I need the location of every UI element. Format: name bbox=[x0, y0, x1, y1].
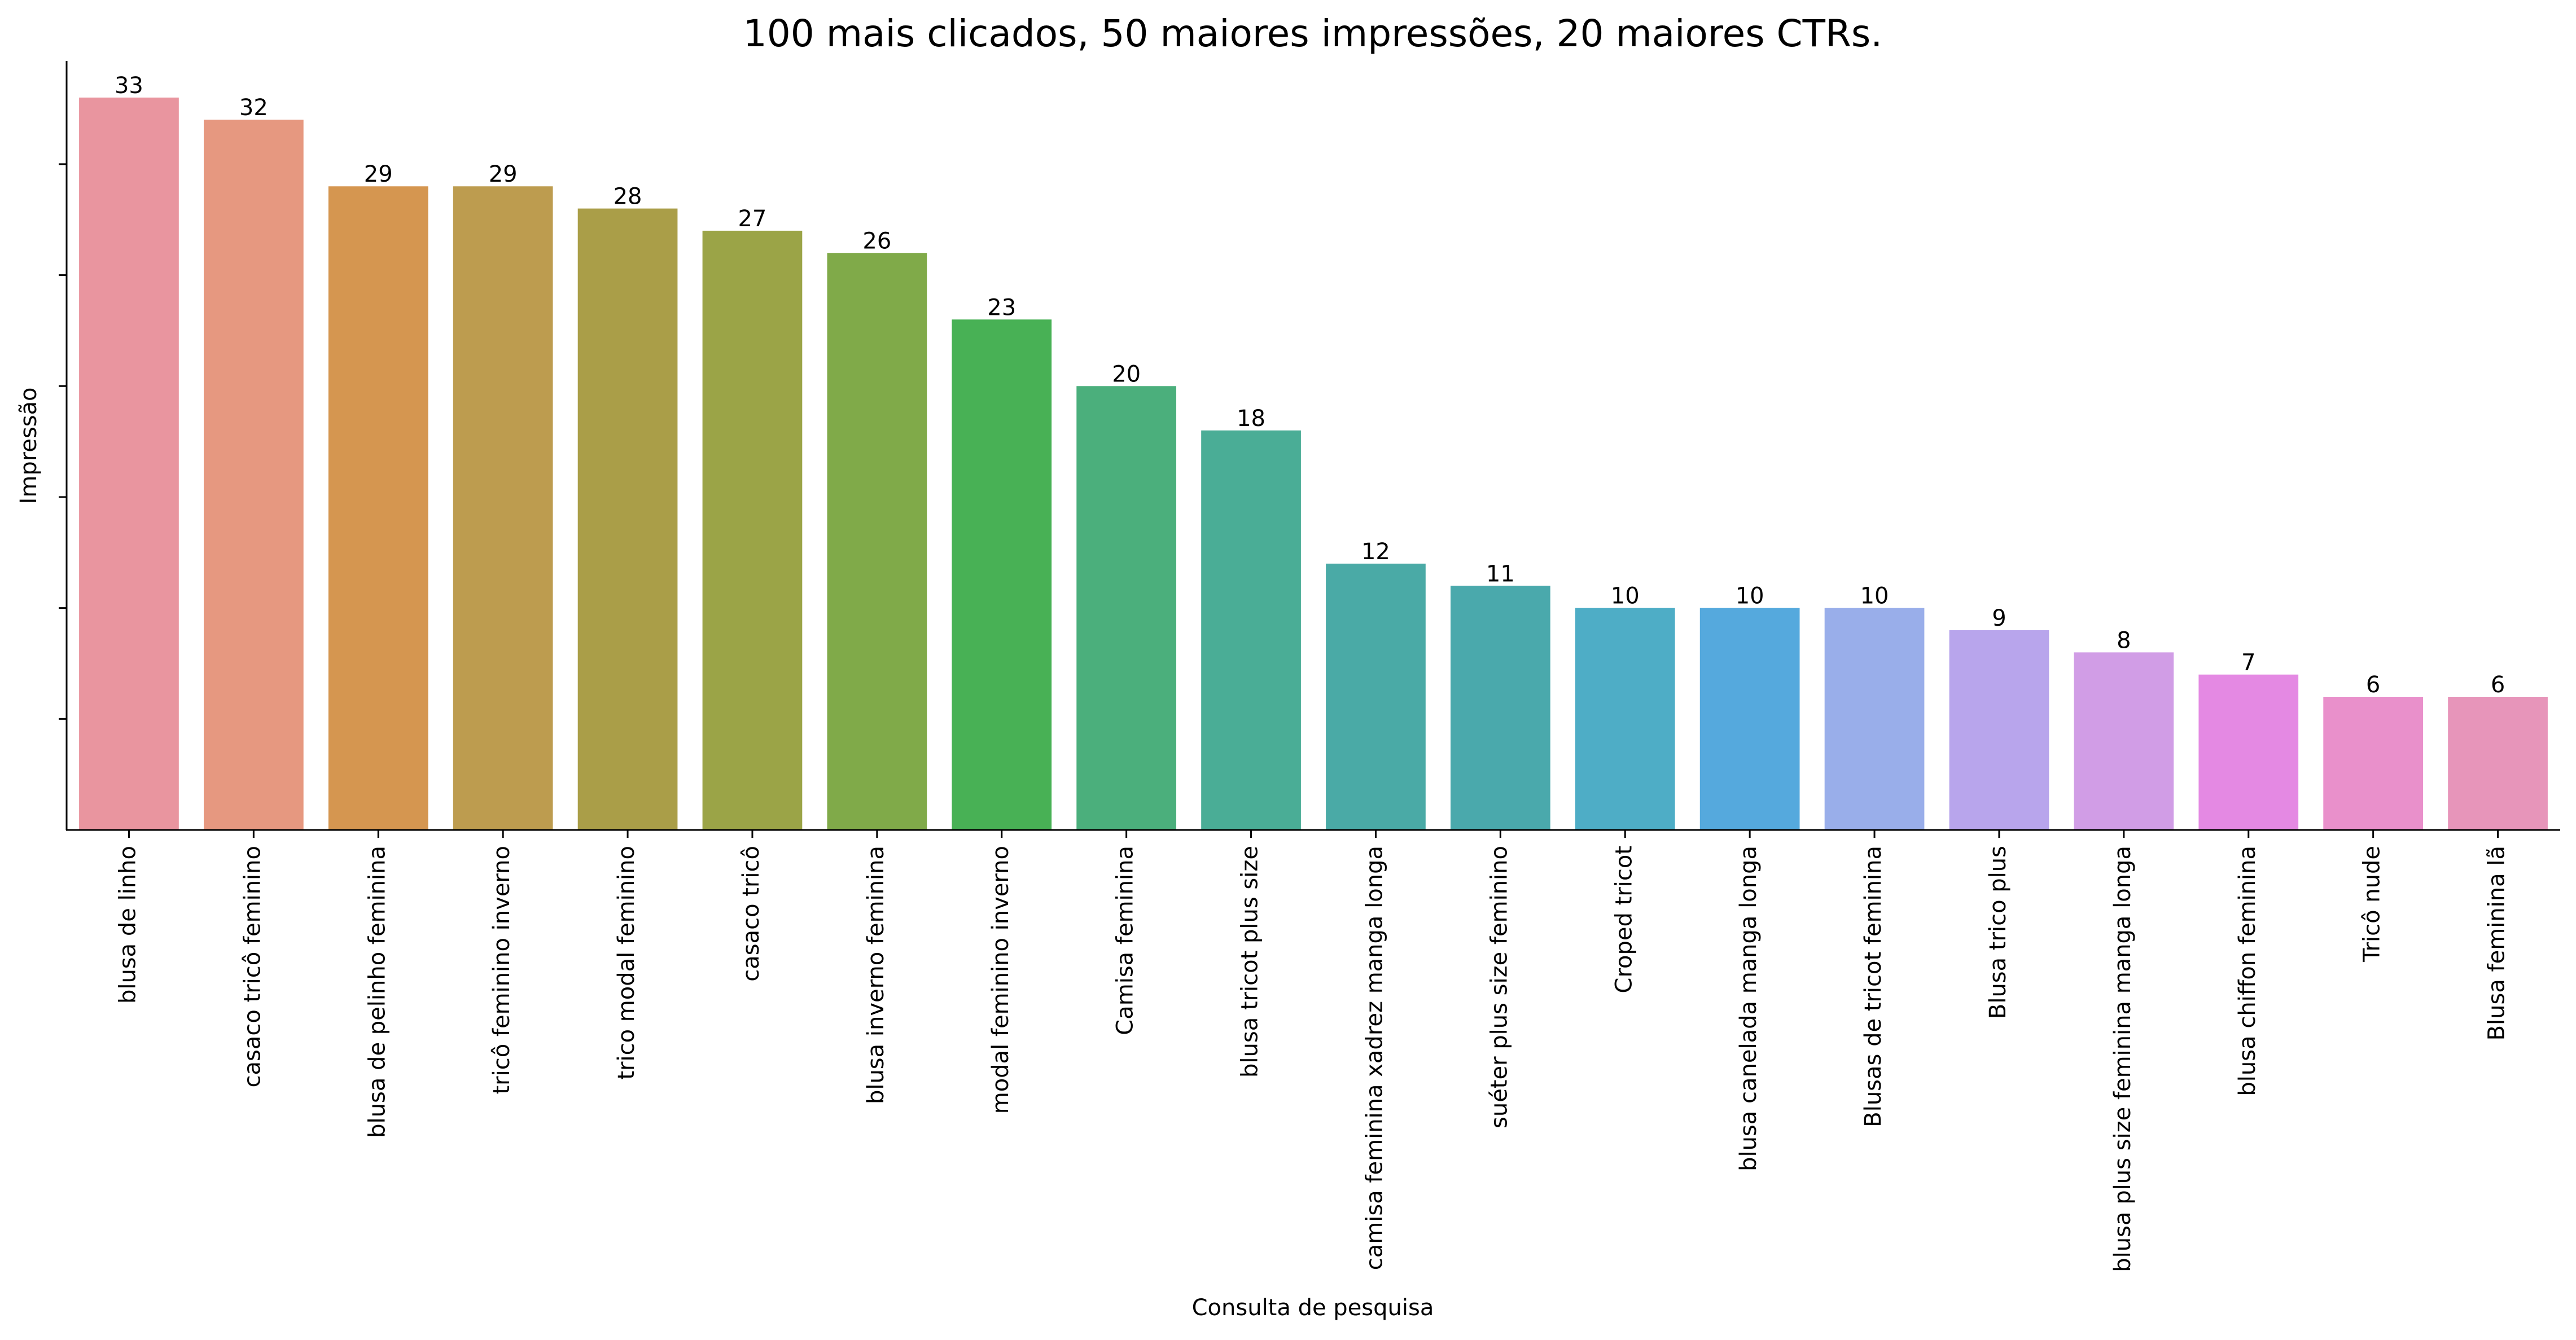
x-tick-label: modal feminino inverno bbox=[988, 846, 1014, 1114]
bars-group bbox=[79, 97, 2548, 831]
bar-value-label: 33 bbox=[115, 73, 143, 99]
bar bbox=[1949, 630, 2049, 830]
bar-value-label: 10 bbox=[1736, 583, 1764, 609]
x-tick-label: Camisa feminina bbox=[1112, 846, 1138, 1035]
bar-value-label: 8 bbox=[2117, 627, 2131, 653]
x-tick-label: casaco tricô feminino bbox=[239, 846, 265, 1088]
x-tick-label: casaco tricô bbox=[738, 846, 764, 982]
bar bbox=[952, 319, 1052, 830]
x-tick-label: Blusa feminina lã bbox=[2484, 846, 2510, 1040]
y-axis-label: Impressão bbox=[16, 388, 42, 504]
bar-value-label: 10 bbox=[1860, 583, 1889, 609]
x-tick-label: blusa de linho bbox=[115, 846, 141, 1004]
bar-value-label: 29 bbox=[489, 161, 518, 187]
bar-value-label: 32 bbox=[239, 95, 268, 121]
chart-title: 100 mais clicados, 50 maiores impressões… bbox=[743, 12, 1882, 55]
bar bbox=[79, 97, 179, 830]
bar bbox=[2074, 652, 2174, 830]
bar-value-label: 7 bbox=[2241, 650, 2255, 676]
bar bbox=[702, 230, 803, 830]
x-tick-label: blusa inverno feminina bbox=[863, 846, 889, 1104]
bar-value-label: 23 bbox=[987, 295, 1016, 320]
bar-value-label: 18 bbox=[1237, 406, 1265, 432]
bar-value-label: 11 bbox=[1486, 561, 1515, 587]
bar bbox=[577, 208, 678, 831]
x-axis-ticks: blusa de linho casaco tricô feminino blusa… bbox=[115, 830, 2510, 1272]
bar bbox=[453, 186, 553, 830]
x-tick-label: Tricô nude bbox=[2359, 846, 2385, 963]
bar bbox=[2448, 696, 2548, 830]
bar bbox=[1076, 386, 1177, 830]
bar-value-label: 6 bbox=[2491, 672, 2505, 698]
bar-value-label: 27 bbox=[738, 206, 766, 232]
bar-value-label: 12 bbox=[1361, 539, 1390, 565]
x-tick-label: Blusas de tricot feminina bbox=[1860, 846, 1886, 1127]
bar bbox=[827, 253, 927, 830]
bar-value-label: 6 bbox=[2366, 672, 2380, 698]
x-tick-label: blusa de pelinho feminina bbox=[364, 846, 390, 1138]
bar-value-label: 26 bbox=[862, 228, 891, 254]
bar-value-label: 9 bbox=[1992, 605, 2006, 631]
bar-value-label: 20 bbox=[1112, 361, 1141, 387]
bar-value-label: 28 bbox=[614, 184, 642, 210]
y-axis-ticks bbox=[59, 163, 67, 720]
bar bbox=[2323, 696, 2424, 830]
x-tick-label: blusa plus size feminina manga longa bbox=[2110, 846, 2136, 1272]
bar bbox=[1824, 608, 1925, 830]
x-tick-label: blusa tricot plus size bbox=[1237, 846, 1263, 1078]
bar bbox=[203, 120, 304, 831]
x-tick-label: Croped tricot bbox=[1611, 846, 1637, 993]
bar bbox=[1326, 563, 1426, 830]
x-tick-label: suéter plus size feminino bbox=[1486, 846, 1512, 1128]
bar bbox=[1201, 430, 1301, 830]
x-tick-label: trico modal feminino bbox=[614, 846, 639, 1080]
bar bbox=[2198, 674, 2299, 830]
x-tick-label: blusa chiffon feminina bbox=[2235, 846, 2260, 1096]
bar bbox=[328, 186, 428, 830]
x-tick-label: tricô feminino inverno bbox=[489, 846, 515, 1095]
x-axis-label: Consulta de pesquisa bbox=[1192, 1295, 1434, 1321]
bar bbox=[1575, 608, 1675, 830]
x-tick-label: Blusa trico plus bbox=[1985, 846, 2011, 1019]
bar bbox=[1450, 586, 1550, 830]
value-labels-group: 33 32 29 29 28 27 26 23 20 18 12 11 10 10 10 9 8 7 6 6 bbox=[115, 73, 2505, 698]
x-tick-label: blusa canelada manga longa bbox=[1736, 846, 1762, 1171]
bar-value-label: 10 bbox=[1611, 583, 1640, 609]
bar bbox=[1699, 608, 1800, 830]
x-tick-label: camisa feminina xadrez manga longa bbox=[1361, 846, 1387, 1270]
bar-value-label: 29 bbox=[364, 161, 393, 187]
